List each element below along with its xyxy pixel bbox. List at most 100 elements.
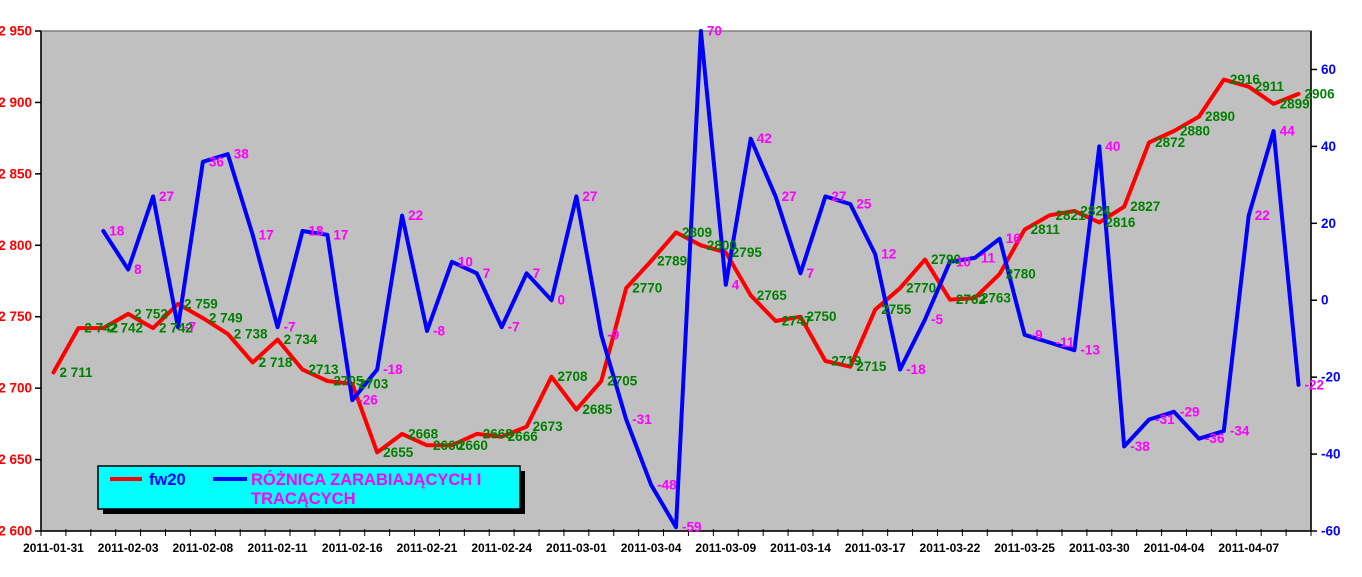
x-axis-label: 2011-02-11: [248, 541, 308, 555]
data-label: 2703: [358, 376, 389, 391]
data-label: 18: [308, 224, 324, 239]
data-label: -7: [284, 320, 296, 335]
legend-label-diff: RÓŻNICA ZARABIAJĄCYCH I: [251, 470, 481, 489]
data-label: 2685: [582, 402, 613, 417]
diff-line: [101, 29, 1301, 530]
data-label: -36: [1205, 431, 1225, 446]
plot-area: [40, 30, 1312, 532]
data-label: 2 742: [84, 321, 118, 336]
x-axis-label: 2011-03-01: [546, 541, 607, 555]
data-label: 22: [1255, 208, 1270, 223]
left-axis-label: 2 750: [0, 309, 32, 324]
x-axis-label: 2011-02-16: [322, 541, 383, 555]
data-label: -9: [607, 327, 619, 342]
axes: [40, 31, 1312, 532]
data-label: 2890: [1205, 109, 1235, 124]
data-label: 2763: [981, 291, 1012, 306]
right-axis-label: 60: [1321, 62, 1336, 77]
x-axis-label: 2011-02-08: [172, 541, 233, 555]
data-label: 2 718: [259, 355, 293, 370]
data-label: 2705: [607, 374, 638, 389]
data-label: 2770: [906, 281, 936, 296]
legend-label-fw20: fw20: [149, 471, 186, 489]
data-label: 10: [956, 254, 971, 269]
left-axis-label: 2 900: [0, 95, 32, 110]
x-axis-label: 2011-03-30: [1069, 541, 1130, 555]
data-label: 2660: [458, 438, 488, 453]
x-axis-label: 2011-03-17: [845, 541, 906, 555]
data-label: 36: [209, 154, 225, 169]
data-label: 2899: [1280, 96, 1310, 111]
right-axis-label: 20: [1321, 216, 1336, 231]
data-label: 2 734: [284, 332, 318, 347]
data-label: 40: [1105, 139, 1120, 154]
data-label: -29: [1180, 404, 1200, 419]
data-label: 44: [1280, 124, 1296, 139]
data-label: 2789: [657, 254, 687, 269]
data-label: -11: [1056, 335, 1075, 350]
data-label: 2666: [508, 429, 539, 444]
data-label: 2765: [757, 288, 788, 303]
data-label: 17: [259, 227, 274, 242]
left-axis-label: 2 950: [0, 24, 32, 39]
data-label: 2780: [1006, 266, 1036, 281]
data-label: 22: [408, 208, 423, 223]
left-axis-label: 2 850: [0, 166, 32, 181]
data-label: 2800: [707, 238, 737, 253]
legend-label-diff: TRACĄCYCH: [251, 490, 356, 508]
data-label: -26: [358, 393, 378, 408]
left-axis-label: 2 600: [0, 524, 32, 539]
data-label: 2811: [1031, 222, 1061, 237]
data-label: 2916: [1230, 72, 1261, 87]
data-label: 2790: [931, 252, 961, 267]
data-label: -5: [931, 312, 943, 327]
data-label: 2673: [533, 419, 564, 434]
data-label: -34: [1230, 424, 1250, 439]
data-label: 27: [582, 189, 597, 204]
data-label: 17: [333, 227, 348, 242]
right-axis-label: 40: [1321, 139, 1336, 154]
data-label: 2713: [308, 362, 339, 377]
data-label: -31: [1155, 412, 1175, 427]
legend-box: [97, 465, 521, 510]
data-label: 2655: [383, 445, 414, 460]
data-label: -7: [184, 320, 196, 335]
data-label: 38: [234, 147, 250, 162]
data-label: 2 742: [109, 321, 143, 336]
data-label: 2 738: [234, 326, 268, 341]
data-label: 2770: [632, 281, 662, 296]
data-label: 27: [782, 189, 797, 204]
data-label: 4: [732, 277, 740, 292]
data-label: 2668: [408, 426, 439, 441]
data-label: -31: [632, 412, 652, 427]
data-label: 2 749: [209, 311, 243, 326]
right-axis-label: -40: [1321, 447, 1341, 462]
data-label: 2668: [483, 426, 514, 441]
data-label: 2762: [956, 292, 986, 307]
data-label: 2 711: [59, 365, 93, 380]
data-label: 18: [109, 224, 125, 239]
right-axis-label: -20: [1321, 370, 1341, 385]
data-label: 2660: [433, 438, 463, 453]
data-label: 7: [807, 266, 815, 281]
data-label: 2880: [1180, 124, 1210, 139]
data-label: 2755: [881, 302, 912, 317]
data-label: 2809: [682, 225, 712, 240]
data-label: -9: [1031, 327, 1043, 342]
x-axis-label: 2011-04-07: [1218, 541, 1279, 555]
data-label: 2906: [1305, 86, 1336, 101]
data-label: 2708: [557, 369, 588, 384]
right-axis-label: 0: [1321, 293, 1329, 308]
data-label: -38: [1130, 439, 1150, 454]
data-label: 10: [458, 254, 473, 269]
left-axis: 2 950 2 900 2 850 2 800 2 750 2 700 2 650 2 600: [0, 24, 41, 539]
data-label: -48: [657, 477, 677, 492]
data-label: 2747: [782, 314, 812, 329]
data-label: -59: [682, 520, 702, 535]
data-label: 2827: [1130, 199, 1160, 214]
right-axis-label: -60: [1321, 524, 1341, 539]
